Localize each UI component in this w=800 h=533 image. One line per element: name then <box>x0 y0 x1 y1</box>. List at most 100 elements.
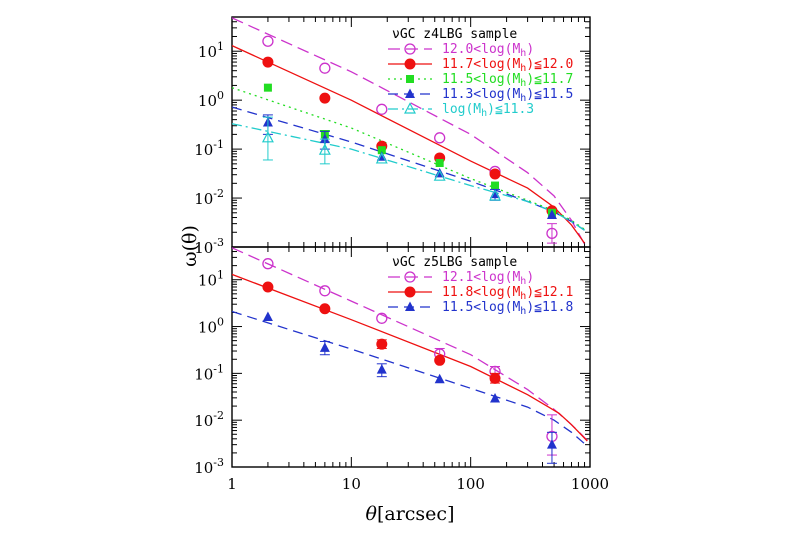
data-point <box>405 88 415 98</box>
y-tick-label: 100 <box>198 89 224 110</box>
data-point <box>262 258 274 270</box>
data-point <box>435 159 444 168</box>
legend-label: 12.0<log(Mh) <box>442 42 534 59</box>
legend-subscript: h <box>481 108 487 119</box>
x-tick-label: 10 <box>342 475 361 493</box>
data-point <box>262 56 274 68</box>
legend: νGC z5LBG sample12.1<log(Mh)11.8<log(Mh)… <box>388 255 573 317</box>
x-tick-label: 1000 <box>571 475 609 493</box>
data-point <box>319 62 331 74</box>
legend-label-text: 11.5<log(M <box>442 300 520 315</box>
data-point <box>406 75 414 83</box>
model-curve <box>232 247 588 441</box>
data-point <box>262 311 273 321</box>
legend-label-text: 11.8<log(M <box>442 285 520 300</box>
data-point <box>261 131 274 143</box>
data-point <box>546 227 558 240</box>
model-curve <box>232 123 585 231</box>
x-tick-label: 1 <box>227 475 237 493</box>
legend-title: νGC z4LBG sample <box>392 27 517 42</box>
data-point <box>377 146 386 155</box>
y-tick-label: 10-1 <box>194 362 224 383</box>
legend-label-text: )≦11.5 <box>526 87 573 102</box>
y-tick-exponent: -1 <box>213 138 224 151</box>
y-tick-label: 101 <box>198 40 224 61</box>
model-curve <box>232 17 587 247</box>
ticks <box>231 246 591 468</box>
data-point <box>491 181 500 190</box>
data-point <box>318 143 331 155</box>
data-point <box>404 43 416 55</box>
y-tick-label: 101 <box>198 269 224 290</box>
legend-label: 12.1<log(Mh) <box>442 270 534 287</box>
y-tick-label: 10-3 <box>194 456 224 477</box>
data-point <box>546 209 557 220</box>
y-tick-base: 10 <box>194 190 213 208</box>
data-point <box>434 167 445 178</box>
plot-area <box>232 17 587 247</box>
legend-label-text: ) <box>526 270 534 285</box>
legend-label: 11.5<log(Mh)≦11.8 <box>442 300 573 317</box>
y-tick-label: 10-3 <box>194 236 224 257</box>
legend-label: log(Mh)≦11.3 <box>442 102 534 119</box>
legend-label: 11.3<log(Mh)≦11.5 <box>442 87 573 104</box>
plot-frame <box>231 246 591 468</box>
legend-label: 11.7<log(Mh)≦12.0 <box>442 57 573 74</box>
data-point <box>546 439 557 449</box>
data-point <box>319 133 330 144</box>
y-tick-base: 10 <box>194 459 213 477</box>
y-tick-exponent: -2 <box>213 187 224 200</box>
y-tick-label: 10-1 <box>194 138 224 159</box>
legend-title: νGC z5LBG sample <box>392 255 517 270</box>
axis-titles: ω(θ) θ[arcsec] <box>179 225 454 525</box>
legend-label-text: 12.0<log(M <box>442 42 520 57</box>
legend-label: 11.5<log(Mh)≦11.7 <box>442 72 573 89</box>
data-point <box>376 103 388 115</box>
legend-label-text: )≦11.7 <box>526 72 573 87</box>
legend-label-text: )≦11.8 <box>526 300 573 315</box>
data-point <box>434 373 445 384</box>
legend-label-text: ) <box>526 42 534 57</box>
model-curve <box>232 45 586 244</box>
y-tick-base: 10 <box>194 239 213 257</box>
legend-subscript: h <box>520 276 526 287</box>
y-tick-base: 10 <box>194 365 213 383</box>
x-axis-title: θ[arcsec] <box>366 503 455 525</box>
data-point <box>405 301 415 311</box>
data-point <box>319 92 331 104</box>
model-curve <box>232 310 588 447</box>
x-axis-symbol: θ <box>366 503 378 525</box>
data-point <box>262 35 274 47</box>
y-tick-exponent: -2 <box>213 409 224 422</box>
legend-label-text: )≦12.0 <box>526 57 573 72</box>
y-tick-base: 10 <box>198 92 217 110</box>
y-tick-label: 10-2 <box>194 187 224 208</box>
data-point <box>376 312 388 324</box>
data-point <box>489 189 502 201</box>
data-point <box>489 168 501 180</box>
legend-label: 11.8<log(Mh)≦12.1 <box>442 285 573 302</box>
y-tick-exponent: 1 <box>217 40 224 53</box>
data-point <box>404 271 416 283</box>
data-point <box>434 354 446 366</box>
y-tick-exponent: -3 <box>213 236 224 249</box>
data-point <box>489 372 501 384</box>
legend-label-text: 11.3<log(M <box>442 87 520 102</box>
data-point <box>319 285 331 297</box>
y-tick-base: 10 <box>198 319 217 337</box>
y-tick-exponent: 0 <box>217 89 224 102</box>
data-point <box>404 58 416 70</box>
y-tick-exponent: -3 <box>213 456 224 469</box>
legend-subscript: h <box>520 306 526 317</box>
legend-label-text: )≦12.1 <box>526 285 573 300</box>
y-tick-base: 10 <box>194 412 213 430</box>
y-tick-exponent: 1 <box>217 269 224 282</box>
y-tick-exponent: 0 <box>217 316 224 329</box>
y-tick-label: 100 <box>198 316 224 337</box>
data-point <box>263 83 272 92</box>
data-point <box>375 152 388 164</box>
x-tick-label: 100 <box>456 475 485 493</box>
